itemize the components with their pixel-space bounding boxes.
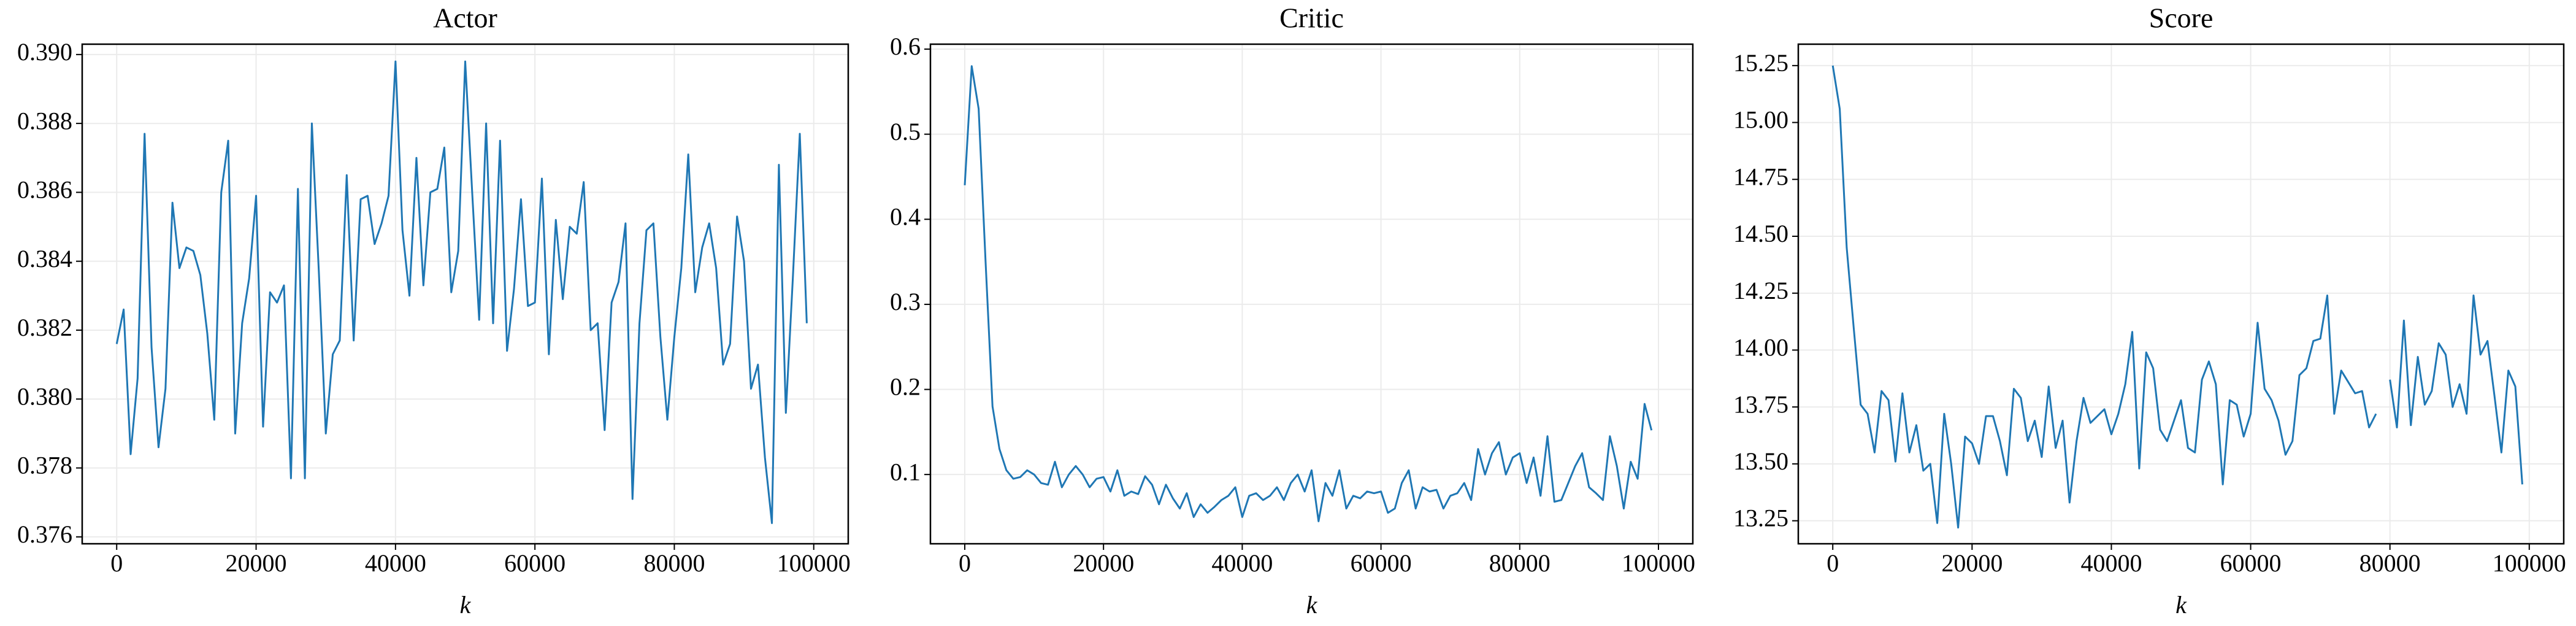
x-tick-label: 80000 <box>2359 549 2421 577</box>
y-tick-label: 14.75 <box>1733 163 1788 190</box>
y-tick-label: 0.390 <box>17 38 72 66</box>
y-tick-label: 0.384 <box>17 245 72 272</box>
subplot: 0 20000 40000 60000 80000 100000 0.1 0.2 0.3 0.4 0… <box>890 2 1695 619</box>
y-tick-label: 0.378 <box>17 452 72 479</box>
x-tick-label: 100000 <box>1622 549 1695 577</box>
x-tick-label: 40000 <box>1211 549 1273 577</box>
x-tick-label: 0 <box>959 549 971 577</box>
x-axis-label: k <box>1306 591 1318 619</box>
y-tick-label: 0.382 <box>17 314 72 341</box>
y-tick-label: 13.50 <box>1733 447 1788 475</box>
y-tick-label: 0.376 <box>17 520 72 548</box>
x-axis-label: k <box>460 591 472 619</box>
x-tick-label: 40000 <box>2080 549 2142 577</box>
axes-frame <box>1797 43 2565 545</box>
x-tick-label: 0 <box>110 549 123 577</box>
y-tick-label: 0.2 <box>890 373 921 401</box>
x-tick-label: 100000 <box>2493 549 2566 577</box>
chart-title: Critic <box>1279 2 1344 34</box>
subplot: 0 20000 40000 60000 80000 100000 0.376 0.378 0.3… <box>17 2 851 619</box>
chart-title: Score <box>2149 2 2214 34</box>
axes-frame <box>81 43 849 545</box>
data-line <box>1831 65 2523 529</box>
y-tick-label: 0.3 <box>890 288 921 315</box>
chart-title: Actor <box>433 2 497 34</box>
y-tick-label: 13.75 <box>1733 390 1788 418</box>
x-tick-label: 60000 <box>2220 549 2282 577</box>
x-tick-label: 40000 <box>365 549 426 577</box>
y-tick-label: 0.4 <box>890 203 921 230</box>
data-line <box>964 65 1653 522</box>
x-axis-label: k <box>2175 591 2187 619</box>
x-tick-label: 20000 <box>1073 549 1134 577</box>
x-tick-label: 80000 <box>643 549 705 577</box>
y-tick-label: 13.25 <box>1733 504 1788 532</box>
subplot: 0 20000 40000 60000 80000 100000 13.25 13.50 13.… <box>1733 2 2566 619</box>
y-tick-label: 0.1 <box>890 458 921 485</box>
x-tick-label: 0 <box>1827 549 1839 577</box>
y-tick-label: 15.25 <box>1733 49 1788 77</box>
y-tick-label: 14.00 <box>1733 334 1788 361</box>
y-tick-label: 14.50 <box>1733 220 1788 247</box>
x-tick-label: 20000 <box>226 549 287 577</box>
x-tick-label: 60000 <box>504 549 565 577</box>
x-tick-label: 80000 <box>1489 549 1551 577</box>
x-tick-label: 60000 <box>1351 549 1412 577</box>
y-tick-label: 0.6 <box>890 33 921 60</box>
y-tick-label: 14.25 <box>1733 277 1788 304</box>
y-tick-label: 0.388 <box>17 107 72 134</box>
data-line <box>115 60 808 524</box>
y-tick-label: 0.5 <box>890 118 921 145</box>
y-tick-label: 0.386 <box>17 176 72 204</box>
x-tick-label: 20000 <box>1941 549 2003 577</box>
axes-frame <box>929 43 1694 545</box>
y-tick-label: 15.00 <box>1733 106 1788 134</box>
x-tick-label: 100000 <box>777 549 851 577</box>
y-tick-label: 0.380 <box>17 382 72 410</box>
